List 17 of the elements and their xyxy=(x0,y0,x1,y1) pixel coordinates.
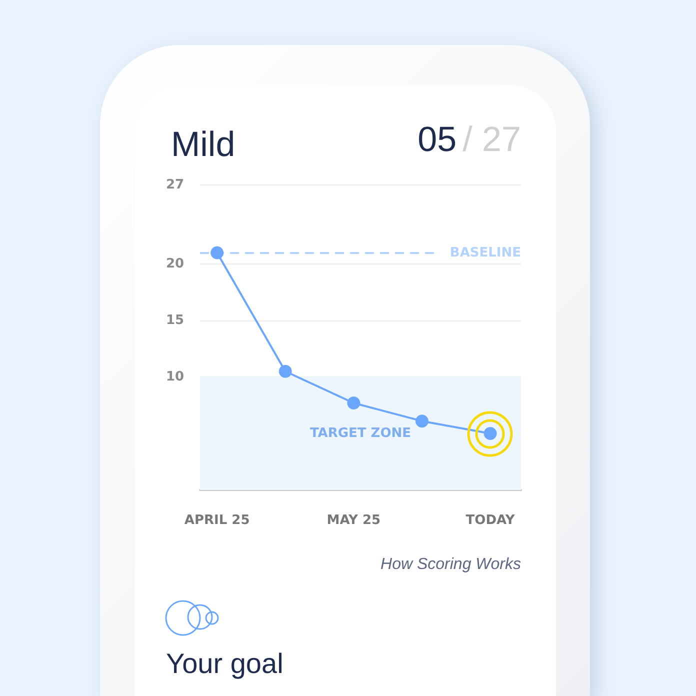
chart-title: Mild xyxy=(171,125,236,164)
ref-line-label: BASELINE xyxy=(450,245,521,260)
y-tick-label: 10 xyxy=(166,370,184,385)
text: How Scoring Works xyxy=(380,556,521,574)
y-tick-label: 27 xyxy=(166,178,184,192)
x-tick-label: APRIL 25 xyxy=(184,513,250,528)
point xyxy=(210,246,224,260)
point xyxy=(278,364,292,378)
point xyxy=(415,414,428,428)
point xyxy=(347,396,360,410)
y-tick-label: 15 xyxy=(166,313,184,328)
text: Your goal xyxy=(166,648,284,680)
band-label: TARGET ZONE xyxy=(310,426,412,442)
x-tick-label: TODAY xyxy=(466,513,516,528)
text: 05 xyxy=(418,120,457,159)
x-tick-label: MAY 25 xyxy=(326,513,381,528)
y-tick-label: 20 xyxy=(166,256,184,272)
